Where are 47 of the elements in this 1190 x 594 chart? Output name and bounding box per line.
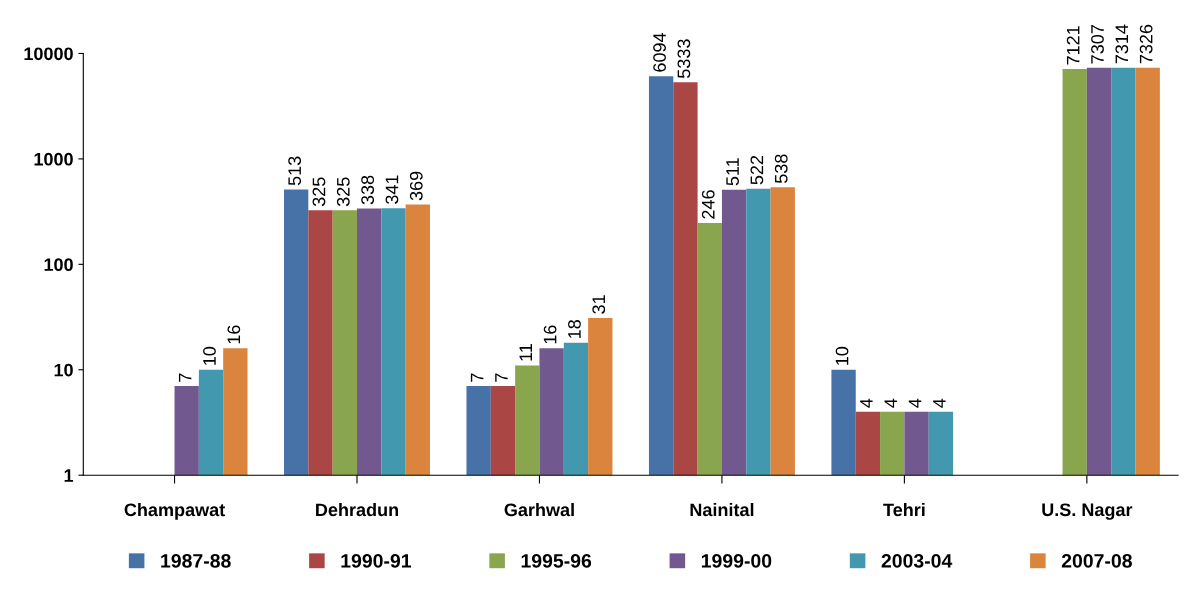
data-label: 16: [227, 325, 241, 344]
data-label: 513: [288, 156, 302, 186]
data-label: 5333: [677, 39, 691, 78]
data-label: 325: [336, 177, 350, 207]
y-tick-label: 1000: [34, 152, 73, 166]
x-tick-label: Tehri: [883, 502, 925, 517]
data-label: 16: [543, 325, 557, 344]
data-label: 10: [835, 346, 849, 365]
x-tick-label: Dehradun: [316, 502, 399, 517]
legend-label: 2003-04: [881, 553, 953, 568]
y-tick-label: 100: [44, 258, 73, 272]
data-label: 10: [203, 346, 216, 365]
y-tick-label: 10000: [24, 47, 73, 61]
data-label: 338: [361, 175, 375, 205]
data-label: 341: [385, 175, 399, 204]
data-label: 511: [726, 158, 739, 186]
data-label: 7: [178, 373, 192, 382]
x-tick-label: Champawat: [124, 502, 225, 520]
x-tick-label: Nainital: [690, 502, 754, 517]
data-label: 11: [519, 344, 532, 361]
legend-label: 1999-00: [701, 553, 772, 568]
data-label: 325: [312, 177, 326, 207]
data-label: 4: [933, 398, 946, 408]
data-label: 7: [470, 373, 484, 382]
data-label: 7314: [1115, 24, 1129, 64]
legend-label: 1987-88: [161, 553, 231, 568]
data-label: 7121: [1066, 26, 1080, 65]
x-tick-label: Garhwal: [504, 502, 574, 517]
data-label: 4: [908, 398, 922, 408]
data-label: 369: [409, 171, 423, 201]
y-tick-label: 1: [64, 469, 74, 482]
data-label: 4: [860, 398, 873, 408]
data-label: 7: [495, 373, 508, 382]
y-tick-label: 10: [54, 363, 73, 377]
legend-label: 2007-08: [1061, 553, 1132, 568]
x-tick-label: U.S. Nagar: [1042, 503, 1133, 520]
data-label: 31: [592, 295, 606, 314]
data-label: 522: [750, 155, 764, 185]
legend-label: 1995-96: [521, 553, 592, 568]
data-label: 246: [701, 190, 715, 219]
data-label: 6094: [653, 32, 666, 72]
data-label: 7326: [1139, 24, 1153, 64]
data-label: 4: [884, 398, 897, 408]
data-label: 7307: [1091, 25, 1104, 64]
data-label: 18: [568, 320, 581, 338]
legend-label: 1990-91: [341, 553, 412, 568]
data-label: 538: [774, 154, 788, 184]
